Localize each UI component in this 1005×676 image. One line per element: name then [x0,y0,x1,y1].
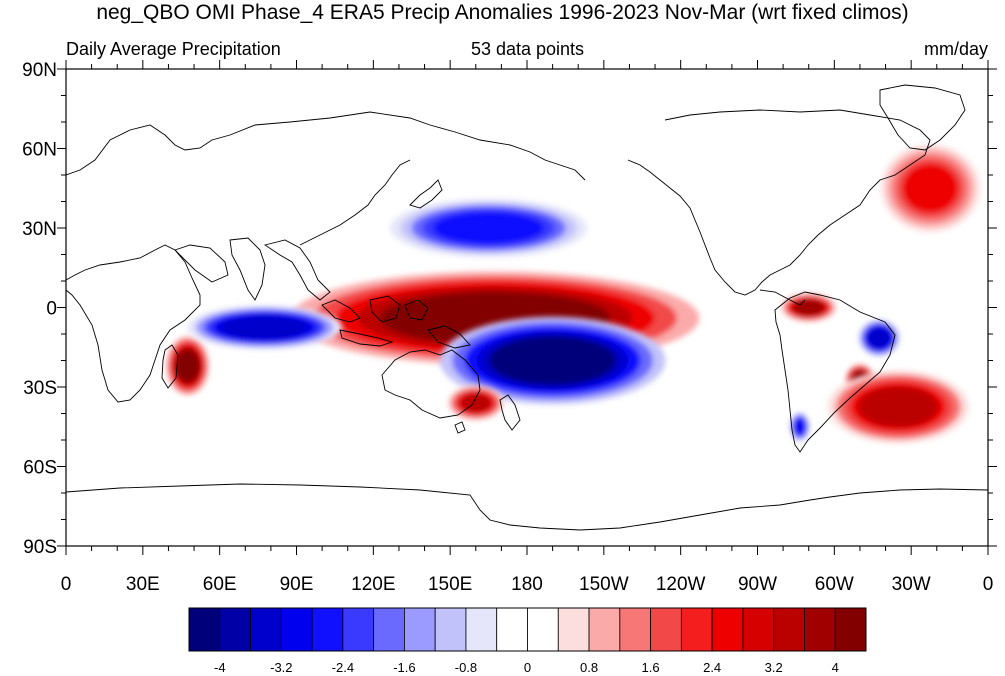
lon-label: 60E [203,574,237,595]
lon-label: 150E [428,574,472,595]
colorbar-label: -0.8 [455,660,477,675]
colorbar-swatch [680,607,713,652]
anomaly-feature [789,412,810,442]
colorbar-label: 1.6 [642,660,660,675]
colorbar-swatch [188,607,221,652]
colorbar-swatch [434,607,467,652]
colorbar-swatch [588,607,621,652]
longitude-labels: 0 30E 60E 90E 120E 150E 180 150W 120W 90W 60W 30W 0 [61,574,994,595]
lat-label: 30N [22,219,57,240]
anomaly-contour [220,315,309,340]
lon-label: 0 [983,574,994,595]
lat-label: 0 [46,299,57,320]
anomaly-contour [792,299,825,316]
anomaly-contour [867,327,892,349]
lon-label: 150W [579,574,629,595]
lon-label: 90W [738,574,777,595]
lon-label: 60W [815,574,854,595]
anomaly-feature [447,385,504,421]
colorbar-swatch [557,607,590,652]
anomaly-contour [794,418,806,435]
colorbar-label: 2.4 [703,660,721,675]
anomaly-contour [433,211,545,245]
anomaly-feature [827,370,969,444]
subtitle-right: mm/day [923,39,988,59]
colorbar-label: 4 [832,660,839,675]
coastlines [66,84,988,531]
colorbar-swatch [465,607,498,652]
colorbar-swatch [496,607,528,652]
anomaly-field [166,144,980,444]
colorbar-swatch [834,607,867,652]
lat-label: 90N [22,60,57,81]
colorbar-label: 3.2 [765,660,783,675]
colorbar-swatch [527,607,559,652]
subtitle-center: 53 data points [470,39,585,59]
colorbar-label: -3.2 [270,660,292,675]
colorbar-labels: -4 -3.2 -2.4 -1.6 -0.8 0 0.8 1.6 2.4 3.2 4 [214,660,839,675]
colorbar-swatch [650,607,682,652]
anomaly-feature [166,336,209,395]
colorbar-swatch [311,607,344,652]
colorbar-label: -2.4 [332,660,354,675]
anomaly-contour [175,349,200,383]
lon-label: 120E [351,574,395,595]
lon-label: 120W [656,574,706,595]
colorbar-swatch [619,607,651,652]
latitude-labels: 90N 60N 30N 0 30S 60S 90S [22,60,57,558]
lon-label: 90E [280,574,314,595]
lon-label: 0 [61,574,72,595]
axis-ticks [57,60,997,555]
lon-label: 30E [126,574,160,595]
colorbar-swatch [711,607,744,652]
anomaly-contour [902,163,959,213]
anomaly-contour [858,386,939,428]
colorbar-swatch [250,607,282,652]
lat-label: 60N [22,140,57,161]
subtitle-left: Daily Average Precipitation [66,39,281,59]
colorbar-swatch [773,607,805,652]
colorbar-swatch [280,607,313,652]
colorbar-swatch [804,607,836,652]
colorbar [188,607,867,652]
anomaly-feature [389,198,588,258]
lon-label: 30W [892,574,931,595]
colorbar-label: 0 [524,660,531,675]
anomaly-feature [780,292,837,323]
anomaly-feature [439,316,666,405]
lat-label: 60S [23,458,57,479]
anomaly-feature [881,144,980,232]
colorbar-label: 0.8 [580,660,598,675]
lat-label: 30S [23,378,57,399]
lon-label: 180 [511,574,543,595]
colorbar-swatch [373,607,405,652]
plot-title: neg_QBO OMI Phase_4 ERA5 Precip Anomalie… [96,1,909,24]
colorbar-swatch [219,607,251,652]
colorbar-label: -1.6 [393,660,415,675]
colorbar-swatch [404,607,436,652]
anomaly-contour [489,335,617,386]
colorbar-swatch [342,607,375,652]
colorbar-label: -4 [214,660,226,675]
colorbar-frame [188,607,867,652]
lat-label: 90S [23,537,57,558]
anomaly-feature [187,305,342,350]
colorbar-swatch [742,607,775,652]
